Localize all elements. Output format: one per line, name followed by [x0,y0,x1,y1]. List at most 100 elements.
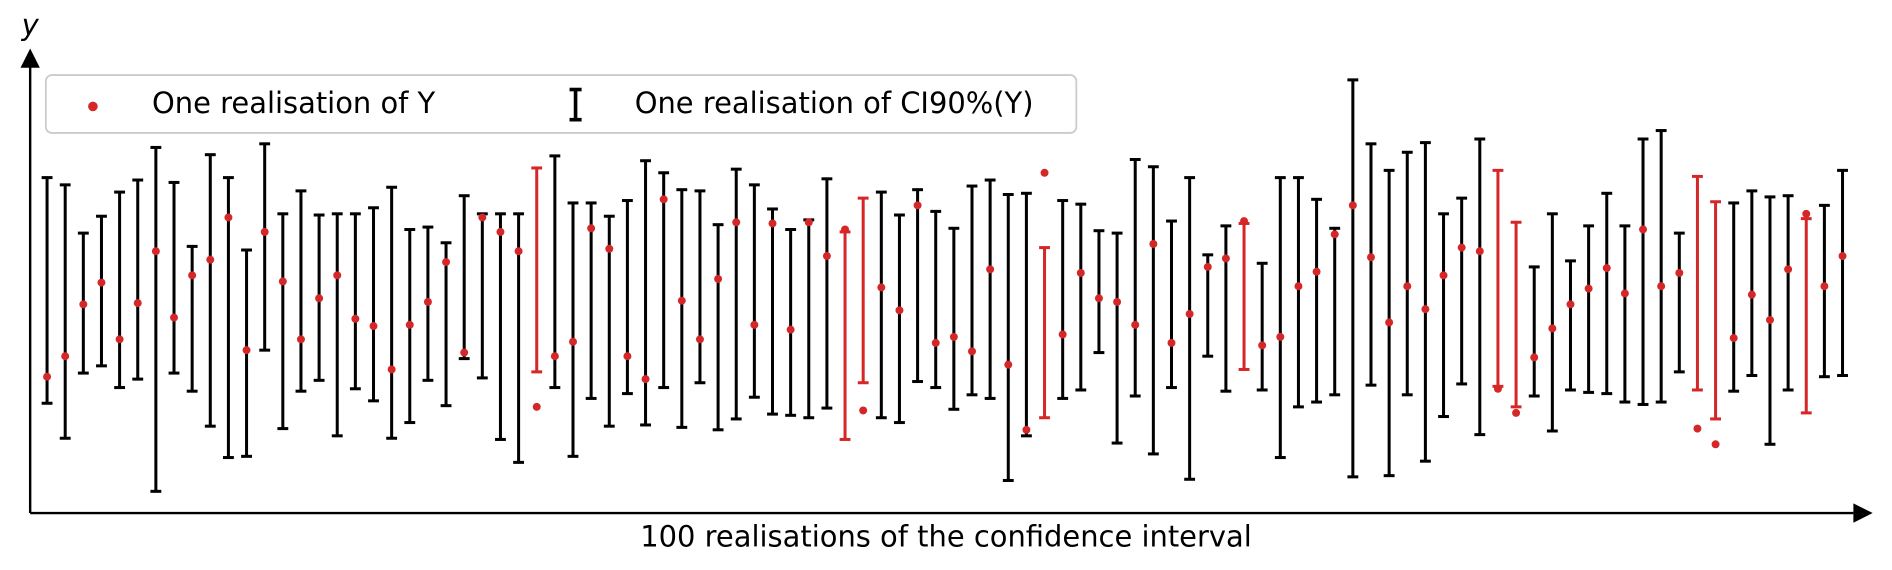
point [1149,239,1158,248]
point [1022,425,1031,434]
point [1131,320,1140,329]
point [732,218,741,227]
point [1312,267,1321,276]
point [786,325,795,334]
point [695,335,704,344]
y-axis-label: y [21,8,40,42]
point [1367,253,1375,262]
point [587,224,596,233]
point [333,271,342,280]
point [750,320,759,329]
point [1058,330,1067,339]
point [949,332,958,341]
point [1004,360,1013,369]
point [1221,254,1230,263]
x-axis-label: 100 realisations of the confidence inter… [640,519,1252,553]
point [351,314,360,323]
point [913,201,922,210]
point [1421,305,1430,314]
point [242,346,251,355]
point [1258,341,1267,350]
point [1076,268,1085,277]
point [1040,168,1049,177]
point [369,322,378,331]
point [1385,318,1394,327]
point [460,348,469,357]
point [151,247,160,256]
point [1493,384,1502,393]
point [768,219,777,228]
point [1240,217,1249,226]
point [1602,264,1611,273]
point [206,255,215,264]
point [1766,316,1774,324]
point [1439,271,1448,280]
point [1729,334,1738,343]
point [659,195,668,204]
point [931,338,940,347]
point [1693,424,1702,433]
point [170,313,178,322]
point [532,402,541,411]
legend-label: One realisation of CI90%(Y) [635,86,1034,120]
point [1530,353,1539,362]
point [315,294,324,303]
point [1294,282,1303,291]
point [1566,300,1575,309]
point [43,372,52,381]
point [986,265,995,274]
x-axis-arrow [1853,503,1873,523]
point [387,365,396,374]
point [714,274,723,283]
point [1185,309,1194,318]
point [115,335,124,344]
point [188,271,197,280]
point [1475,247,1484,256]
y-axis-arrow [20,48,40,68]
point [968,347,976,356]
point [1802,209,1811,218]
point [514,247,523,256]
point [877,283,886,292]
point [278,277,287,286]
point [1403,282,1412,291]
point [859,406,868,415]
point [1167,338,1176,347]
point [1512,408,1521,417]
point [1330,230,1339,239]
point [1584,284,1593,293]
point [224,213,233,222]
point [496,227,505,236]
point [841,225,850,234]
point [1784,265,1793,274]
point [605,244,614,253]
point [804,218,813,227]
point [442,258,451,267]
point [1747,290,1756,299]
point [79,300,88,309]
point [1675,268,1684,277]
point [1548,324,1557,333]
point [1711,440,1720,449]
point [133,299,142,308]
point [1657,282,1666,291]
point [1113,297,1122,306]
point [1838,252,1847,261]
point [1348,201,1357,210]
point [1276,332,1285,341]
point [569,337,577,346]
point [97,278,106,287]
point [1620,289,1629,298]
point [1639,225,1648,234]
point [405,320,414,329]
legend-label: One realisation of Y [152,86,436,120]
point [623,352,632,361]
point [822,252,831,261]
point [1203,262,1212,271]
point [677,296,686,305]
legend-point [88,101,98,112]
point [1457,243,1466,252]
point [423,297,432,306]
legend-box [44,74,1078,134]
